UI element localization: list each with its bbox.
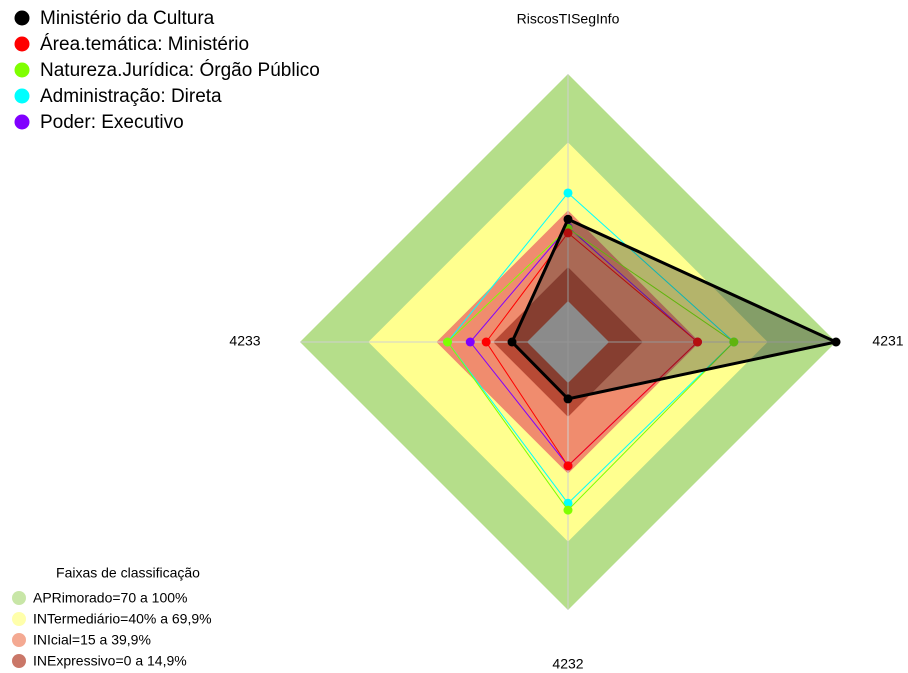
band-legend-marker (12, 654, 26, 668)
bands-title: Faixas de classificação (56, 565, 200, 581)
band-legend-label: INTermediário=40% a 69,9% (33, 611, 212, 627)
axis-label: 4233 (229, 333, 260, 349)
series-point (443, 337, 453, 347)
series-point (563, 461, 573, 471)
legend-label: Poder: Executivo (40, 112, 184, 133)
series-point (563, 214, 573, 224)
axis-label: 4231 (872, 333, 903, 349)
series-point (729, 337, 739, 347)
band-legend-label: INIcial=15 a 39,9% (33, 632, 151, 648)
band-legend-marker (12, 633, 26, 647)
series-point (693, 337, 703, 347)
chart-title: RiscosTISegInfo (517, 11, 620, 27)
legend-marker (14, 10, 30, 26)
series-point (563, 394, 573, 404)
series-point (563, 228, 573, 238)
band-legend-label: APRimorado=70 a 100% (33, 590, 188, 606)
legend-marker (14, 88, 30, 104)
band-legend-label: INExpressivo=0 a 14,9% (33, 653, 187, 669)
series-point (507, 337, 517, 347)
axis-label: 4232 (552, 656, 583, 672)
legend-marker (14, 114, 30, 130)
legend-label: Administração: Direta (40, 86, 222, 107)
legend-marker (14, 36, 30, 52)
band-legend-marker (12, 591, 26, 605)
legend-marker (14, 62, 30, 78)
series-point (563, 505, 573, 515)
series-point (465, 337, 475, 347)
series-point (831, 337, 841, 347)
legend-label: Natureza.Jurídica: Órgão Público (40, 59, 320, 81)
series-point (563, 188, 573, 198)
legend-label: Área.temática: Ministério (40, 34, 249, 55)
band-legend-marker (12, 612, 26, 626)
series-point (481, 337, 491, 347)
legend-label: Ministério da Cultura (40, 8, 215, 29)
series-point (563, 498, 573, 508)
